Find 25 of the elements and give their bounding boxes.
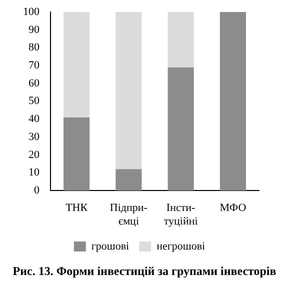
bar [220,12,246,191]
text: Рис. 13. Форми інвестицій за групами інвесторів [12,264,278,279]
y-tick-label: 90 [28,24,40,36]
legend-label: негрошові [156,240,206,252]
x-tick-label: Підпри-ємці [110,202,148,228]
y-tick-label: 100 [23,6,40,18]
x-tick-label: Інсти-туційні [164,202,198,228]
y-tick-label: 20 [28,148,40,161]
y-tick-label: 0 [34,184,40,196]
y-tick-label: 10 [28,166,40,179]
x-tick-label: МФО [220,202,246,214]
bar [168,67,194,191]
y-tick-label: 40 [28,113,40,126]
bar [168,12,194,68]
y-tick-label: 60 [28,77,40,90]
bar [116,12,142,170]
bar [64,117,90,191]
y-tick-label: 70 [28,59,40,72]
bar [64,12,90,118]
bar [116,169,142,191]
y-tick-label: 80 [28,42,40,54]
y-tick-label: 50 [28,95,40,108]
legend-label: грошові [91,240,130,252]
x-tick-label: ТНК [66,202,88,214]
y-tick-label: 30 [28,130,40,143]
